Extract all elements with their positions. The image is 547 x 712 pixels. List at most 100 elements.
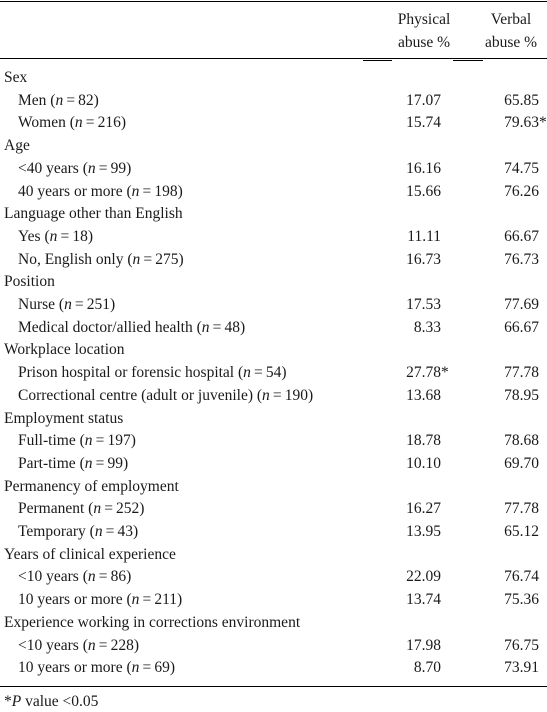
row-label-text: Prison hospital or forensic hospital (18, 364, 235, 382)
row-label: Medical doctor/allied health (n = 48) (18, 318, 246, 336)
n-symbol: n (87, 568, 96, 586)
n-value: 211 (154, 591, 178, 609)
group-label: Permanency of employment (4, 475, 179, 498)
group-label: Workplace location (4, 338, 125, 361)
n-symbol: n (94, 523, 103, 540)
row-label: Part-time (n = 99) (18, 454, 129, 472)
verbal-abuse-value: 76.26 (504, 180, 539, 203)
physical-abuse-value-text: 13.95 (406, 523, 441, 540)
verbal-abuse-value-text: 73.91 (504, 659, 539, 677)
n-value: 99 (110, 159, 127, 177)
row-label-text: 40 years or more (18, 182, 123, 200)
group-row: Age (0, 134, 547, 157)
group-row: Employment status (0, 407, 547, 430)
physical-abuse-value-text: 16.73 (406, 250, 441, 268)
row-label-text: Temporary (18, 523, 86, 540)
n-symbol: n (84, 454, 93, 472)
physical-abuse-value: 15.66 (406, 180, 441, 203)
header-physical-abuse: Physical abuse % (387, 8, 461, 54)
physical-abuse-value-text: 17.98 (406, 636, 441, 654)
significance-star: * (539, 114, 547, 132)
physical-abuse-value: 17.07 (406, 89, 441, 112)
physical-abuse-value-text: 16.16 (406, 159, 441, 177)
group-label: Position (4, 270, 55, 293)
header-physical-line1: Physical (397, 11, 451, 28)
row-label-text: Men (18, 91, 47, 109)
physical-abuse-value-text: 8.70 (413, 659, 441, 677)
header-verbal-abuse: Verbal abuse % (477, 8, 545, 54)
n-symbol: n (87, 636, 96, 654)
table-row: Prison hospital or forensic hospital (n … (0, 361, 547, 384)
significance-star: * (441, 364, 449, 382)
n-value: 216 (97, 114, 121, 132)
verbal-abuse-value-text: 76.75 (504, 636, 539, 654)
n-value: 99 (107, 454, 123, 472)
header-verbal-line2: abuse % (484, 34, 538, 51)
n-symbol: n (132, 250, 141, 268)
n-symbol: n (55, 91, 64, 109)
n-symbol: n (87, 159, 96, 177)
physical-abuse-value-text: 11.11 (407, 227, 441, 245)
group-row: Position (0, 270, 547, 293)
footnote-p: P (11, 693, 22, 710)
header-verbal-line1: Verbal (490, 11, 532, 28)
physical-abuse-value: 13.95 (406, 520, 441, 543)
n-value: 18 (72, 227, 88, 245)
verbal-abuse-value: 66.67 (504, 316, 539, 339)
group-label: Years of clinical experience (4, 543, 176, 566)
verbal-abuse-value-text: 79.63 (504, 114, 539, 132)
row-label: Women (n = 216) (18, 114, 126, 132)
table-row: <10 years (n = 228) 17.98 76.75 (0, 634, 547, 657)
row-label-text: Position (4, 273, 55, 291)
row-label: <10 years (n = 228) (18, 636, 139, 654)
n-symbol: n (64, 296, 72, 313)
physical-abuse-value-text: 15.66 (406, 182, 441, 200)
row-label: No, English only (n = 275) (18, 250, 184, 268)
n-value: 275 (155, 250, 179, 268)
group-row: Permanency of employment (0, 475, 547, 498)
row-label-text: Sex (4, 69, 28, 86)
verbal-abuse-value: 76.73 (504, 248, 539, 271)
group-label: Age (4, 134, 30, 157)
row-label-text: 10 years or more (18, 659, 123, 677)
physical-abuse-value: 16.73 (406, 248, 441, 271)
physical-abuse-value-text: 8.33 (413, 318, 441, 336)
verbal-abuse-value-text: 75.36 (504, 591, 539, 609)
row-label: 10 years or more (n = 69) (18, 659, 176, 677)
row-label-text: Employment status (4, 409, 124, 427)
row-label: <40 years (n = 99) (18, 159, 132, 177)
physical-abuse-value: 17.98 (406, 634, 441, 657)
header-bottom-rule (0, 58, 547, 59)
n-value: 198 (154, 182, 178, 200)
n-value: 43 (117, 523, 134, 540)
n-symbol: n (262, 386, 270, 404)
verbal-abuse-value-text: 78.68 (504, 432, 539, 450)
verbal-abuse-value: 77.78 (504, 361, 539, 384)
row-label-text: Full-time (18, 432, 76, 450)
n-value: 251 (86, 296, 111, 313)
row-label-text: Years of clinical experience (4, 545, 176, 563)
n-symbol: n (201, 318, 210, 336)
n-symbol: n (93, 500, 102, 518)
footnote: *P value <0.05 (4, 692, 98, 712)
n-symbol: n (84, 432, 93, 450)
row-label: Full-time (n = 197) (18, 432, 136, 450)
row-label-text: Nurse (18, 296, 56, 313)
group-row: Experience working in corrections enviro… (0, 611, 547, 634)
verbal-abuse-value-text: 78.95 (504, 386, 539, 404)
row-label: Prison hospital or forensic hospital (n … (18, 364, 287, 382)
verbal-abuse-value-text: 66.67 (504, 318, 539, 336)
verbal-abuse-value-text: 77.78 (504, 364, 539, 382)
table-row: 40 years or more (n = 198) 15.66 76.26 (0, 180, 547, 203)
table-row: No, English only (n = 275) 16.73 76.73 (0, 248, 547, 271)
physical-abuse-value: 27.78 * (406, 361, 449, 384)
group-label: Language other than English (4, 202, 183, 225)
table-row: Women (n = 216) 15.74 79.63 * (0, 111, 547, 134)
verbal-abuse-value-text: 77.69 (504, 296, 539, 313)
table-row: Temporary (n = 43) 13.95 65.12 (0, 520, 547, 543)
n-value: 190 (284, 386, 308, 404)
row-label-text: <10 years (18, 568, 79, 586)
n-value: 86 (110, 568, 127, 586)
n-value: 252 (116, 500, 140, 518)
physical-abuse-value-text: 22.09 (406, 568, 441, 586)
